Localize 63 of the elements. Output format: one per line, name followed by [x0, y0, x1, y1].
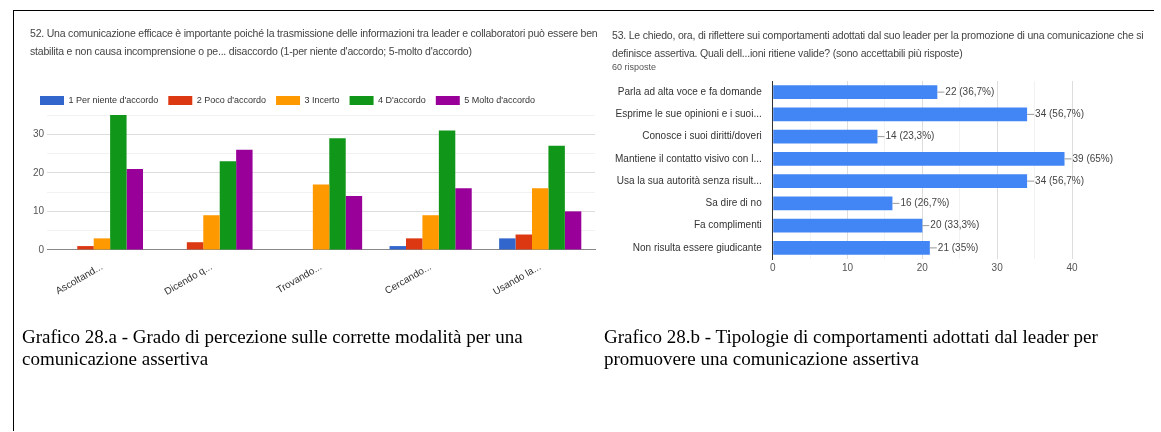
- y-tick-label: 10: [33, 205, 45, 217]
- x-tick-label: 0: [769, 261, 776, 273]
- bar: [515, 234, 532, 250]
- bar: [438, 130, 456, 250]
- bar: [773, 129, 878, 144]
- text: Grafico 28.a - Grado di percezione sulle corrette modalità per una comunicazione assertiva: [22, 326, 524, 370]
- bar: [422, 215, 439, 250]
- bar: [93, 238, 111, 250]
- y-tick-label: 30: [33, 128, 45, 140]
- bar: [773, 174, 1028, 189]
- y-tick-label: 0: [38, 243, 45, 255]
- bar: [548, 145, 565, 250]
- y-tick-label: Usa la sua autorità senza risult...: [616, 174, 762, 186]
- x-tick-label: 10: [841, 261, 854, 273]
- bar: [329, 138, 346, 250]
- bar: [455, 188, 472, 250]
- data-label: 34 (56,7%): [1035, 108, 1085, 120]
- bar: [110, 115, 127, 250]
- legend-label: 3 Incerto: [304, 94, 340, 105]
- x-tick-label: 20: [916, 261, 929, 273]
- bar: [773, 85, 938, 100]
- x-tick-label: 40: [1066, 261, 1078, 273]
- y-tick-label: Mantiene il contatto visivo con l...: [614, 152, 762, 164]
- y-tick-label: 20: [33, 166, 45, 178]
- data-label: 20 (33,3%): [930, 219, 980, 231]
- text: 60 risposte: [612, 62, 658, 72]
- bar: [345, 195, 363, 250]
- bar: [773, 218, 923, 233]
- data-label: 21 (35%): [937, 241, 979, 253]
- chart-title: 52. Una comunicazione efficace è importante poiché la trasmissione delle informazioni tra leader e collaboratori può essere ben stabilita e non causa incomprensione o pe... disaccordo (1-per niente d'accordo; 5-molto d'accordo): [30, 27, 598, 57]
- legend-label: 5 Molto d'accordo: [464, 94, 536, 105]
- data-label: 39 (65%): [1072, 152, 1114, 164]
- legend-label: 2 Poco d'accordo: [196, 94, 267, 105]
- y-tick-label: Sa dire di no: [705, 197, 763, 209]
- data-label: 14 (23,3%): [885, 130, 935, 142]
- bar: [236, 149, 253, 250]
- y-tick-label: Conosce i suoi diritti/doveri: [642, 130, 762, 142]
- bar: [219, 161, 237, 250]
- y-tick-label: Non risulta essere giudicante: [632, 241, 763, 253]
- bar: [312, 184, 330, 250]
- data-label: 16 (26,7%): [900, 197, 950, 209]
- bar: [773, 196, 893, 211]
- bar: [77, 246, 94, 250]
- bar: [203, 215, 220, 250]
- text: Grafico 28.b - Tipologie di comportamenti adottati dal leader per promuovere una comunicazione assertiva: [604, 326, 1099, 370]
- y-tick-label: Esprime le sue opinioni e i suoi...: [615, 108, 762, 120]
- bar: [405, 238, 423, 250]
- bar: [564, 211, 582, 250]
- y-tick-label: Parla ad alta voce e fa domande: [617, 85, 763, 97]
- x-tick-label: 30: [991, 261, 1004, 273]
- y-tick-label: Fa complimenti: [693, 219, 762, 231]
- bar: [499, 238, 516, 250]
- bar: [126, 168, 143, 250]
- bar: [773, 240, 930, 255]
- chart-title: 53. Le chiedo, ora, di riflettere sui comportamenti adottati dal suo leader per la promozione di una comunicazione che si definisce assertiva. Quali dell...ioni ritiene valide? (sono accettabili più risposte): [612, 28, 1145, 61]
- bar: [773, 151, 1065, 166]
- bar: [773, 107, 1028, 122]
- legend-label: 4 D'accordo: [378, 94, 426, 105]
- bar: [186, 242, 204, 250]
- legend-label: 1 Per niente d'accordo: [68, 94, 159, 105]
- bar: [531, 188, 549, 250]
- data-label: 22 (36,7%): [945, 85, 995, 97]
- data-label: 34 (56,7%): [1035, 174, 1085, 186]
